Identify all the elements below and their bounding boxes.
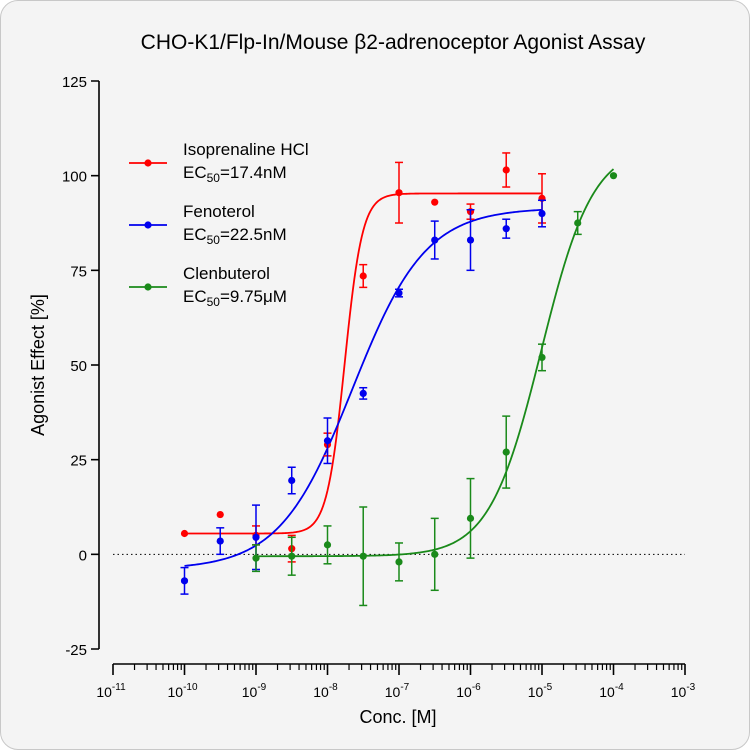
legend-marker-isoprenaline <box>144 159 152 167</box>
data-point-clenbuterol <box>323 541 332 549</box>
data-point-clenbuterol <box>609 172 618 180</box>
x-tick-label: 10-6 <box>456 682 481 700</box>
x-tick-label: 10-5 <box>528 682 553 700</box>
data-point-fenoterol <box>395 289 403 297</box>
legend-marker-fenoterol <box>144 221 152 229</box>
y-tick-label: 25 <box>70 453 87 470</box>
data-point-clenbuterol <box>574 219 582 227</box>
data-point-isoprenaline <box>359 272 367 280</box>
chart-title: CHO-K1/Flp-In/Mouse β2-adrenoceptor Agon… <box>141 31 646 54</box>
y-tick-label: 50 <box>70 358 87 375</box>
data-points <box>180 152 618 607</box>
legend-label-isoprenaline: Isoprenaline HCl <box>183 140 309 159</box>
data-point-isoprenaline <box>395 189 403 197</box>
data-point-fenoterol <box>538 209 546 218</box>
x-tick-label: 10-10 <box>167 682 197 700</box>
x-tick-label: 10-9 <box>242 682 267 700</box>
data-point-clenbuterol <box>288 552 296 560</box>
data-point-clenbuterol <box>466 514 475 522</box>
y-tick-label: 0 <box>79 547 87 564</box>
data-point-fenoterol <box>216 537 224 545</box>
data-point-fenoterol <box>252 533 260 541</box>
x-tick-label: 10-8 <box>313 682 338 700</box>
legend-label-fenoterol: Fenoterol <box>183 202 255 221</box>
x-axis-label: Conc. [M] <box>359 707 436 727</box>
data-point-fenoterol <box>288 476 296 485</box>
data-point-fenoterol <box>323 437 332 445</box>
data-point-clenbuterol <box>431 550 439 558</box>
data-point-fenoterol <box>431 236 439 244</box>
data-point-fenoterol <box>502 225 510 233</box>
legend-marker-clenbuterol <box>144 283 152 291</box>
data-point-isoprenaline <box>180 529 189 538</box>
fit-curve-fenoterol <box>184 208 543 567</box>
y-tick-label: 75 <box>70 263 87 280</box>
data-point-fenoterol <box>359 389 367 397</box>
legend: Isoprenaline HCl EC50=17.4nM Fenoterol EC50… <box>129 140 309 309</box>
y-tick-label: 100 <box>62 169 87 186</box>
legend-ec50-clenbuterol: EC50=9.75μM <box>183 287 287 309</box>
data-point-clenbuterol <box>502 448 510 456</box>
data-point-isoprenaline <box>216 510 224 519</box>
data-point-isoprenaline <box>431 198 439 206</box>
x-tick-label: 10-4 <box>599 682 624 700</box>
legend-ec50-isoprenaline: EC50=17.4nM <box>183 163 287 185</box>
data-point-fenoterol <box>180 577 189 585</box>
data-point-clenbuterol <box>395 558 403 566</box>
fit-curve-isoprenaline <box>184 192 542 535</box>
x-tick-label: 10-3 <box>671 682 696 700</box>
x-tick-label: 10-11 <box>96 682 126 700</box>
data-point-fenoterol <box>466 236 475 244</box>
y-tick-label: -25 <box>65 642 87 659</box>
y-axis-label: Agonist Effect [%] <box>28 294 48 436</box>
axes: -25 0 25 50 75 100 125 10-11 10-10 10-9 10-8 10-7 10… <box>62 74 696 700</box>
y-tick-label: 125 <box>62 74 87 91</box>
data-point-isoprenaline <box>502 166 510 174</box>
data-point-clenbuterol <box>538 353 546 362</box>
data-point-clenbuterol <box>252 554 260 562</box>
legend-ec50-fenoterol: EC50=22.5nM <box>183 225 287 247</box>
data-point-clenbuterol <box>359 552 367 560</box>
x-tick-label: 10-7 <box>385 682 410 700</box>
legend-label-clenbuterol: Clenbuterol <box>183 264 270 283</box>
